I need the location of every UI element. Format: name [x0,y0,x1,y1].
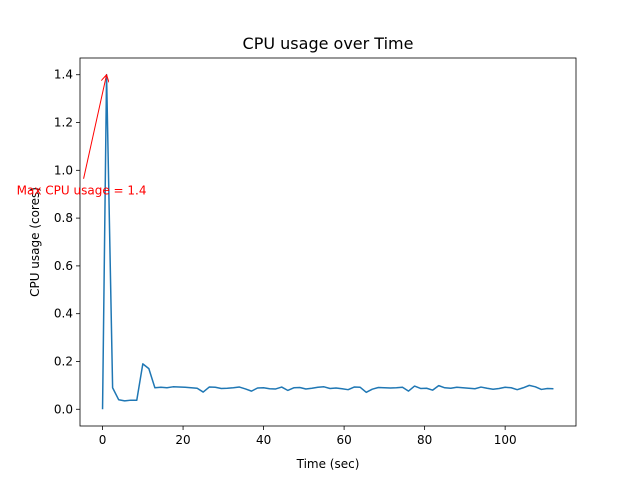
plot-frame [79,57,577,427]
annotation-text: Max CPU usage = 1.4 [17,184,147,198]
x-tick-label: 100 [494,433,517,447]
annotation-arrow [83,75,107,179]
x-axis-label: Time (sec) [296,457,360,471]
y-tick-label: 0.6 [54,259,73,273]
y-axis-label: CPU usage (cores) [28,187,42,297]
x-tick-label: 20 [175,433,190,447]
chart-title: CPU usage over Time [243,34,414,53]
y-tick-label: 0.2 [54,354,73,368]
x-tick-label: 80 [417,433,432,447]
x-tick-label: 0 [99,433,107,447]
y-tick-label: 0.4 [54,307,73,321]
x-tick-label: 60 [336,433,351,447]
y-tick-label: 1.0 [54,163,73,177]
y-tick-label: 0.0 [54,402,73,416]
y-tick-label: 1.2 [54,116,73,130]
data-line [101,73,554,410]
y-tick-label: 1.4 [54,68,73,82]
x-tick-label: 40 [256,433,271,447]
y-tick-label: 0.8 [54,211,73,225]
